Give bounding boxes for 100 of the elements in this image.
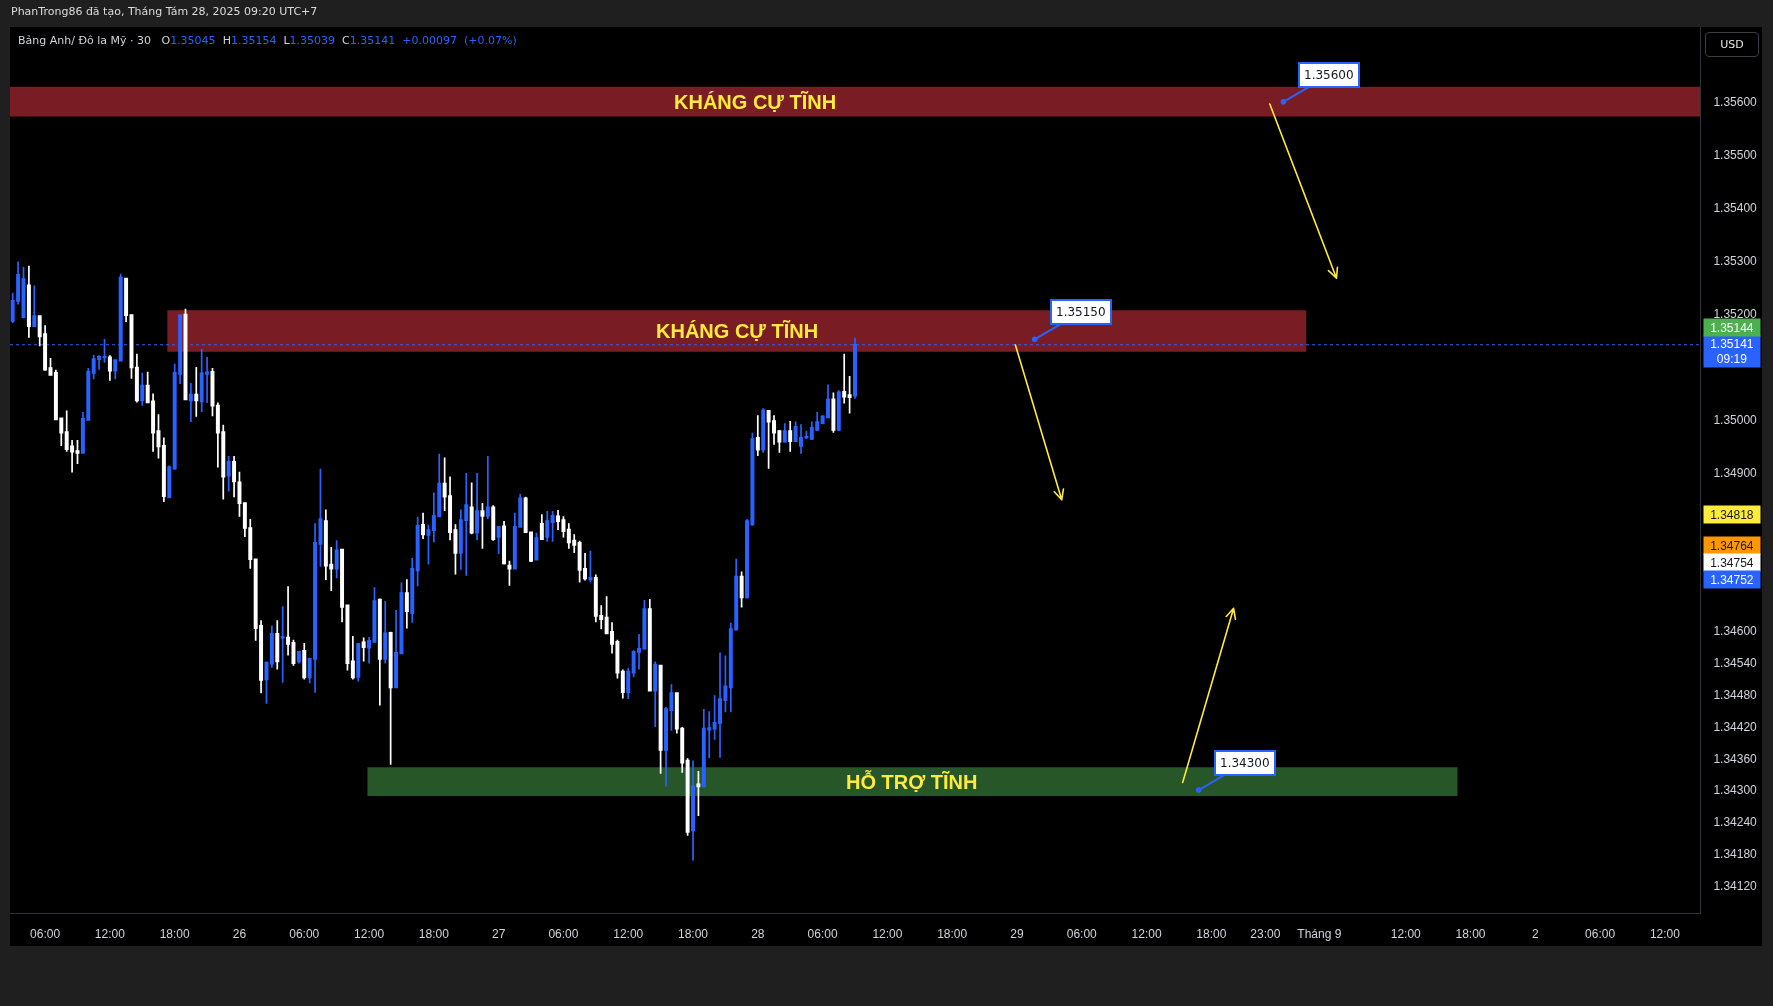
candlestick [496, 525, 501, 555]
x-tick-label: 18:00 [418, 927, 450, 942]
candlestick [550, 510, 555, 543]
candlestick [226, 455, 231, 493]
candlestick [480, 502, 485, 550]
x-tick-label: 12:00 [94, 927, 126, 942]
text: PhanTrong86 đã tạo, Tháng Tám 28, 2025 09:20 UTC+7 [11, 5, 318, 18]
x-tick-label: 06:00 [548, 927, 579, 942]
x-tick-label: 18:00 [937, 927, 968, 942]
x-tick-label: 06:00 [30, 927, 61, 942]
candlestick [647, 598, 652, 692]
x-tick-label: 12:00 [354, 927, 385, 942]
y-tick-label: 1.35400 [1713, 200, 1758, 215]
text: O1.35045 H1.35154 L1.35039 C1.35141 +0.00097 (+0.07%) [161, 34, 517, 47]
candlestick [232, 455, 237, 499]
x-tick-label: 18:00 [159, 927, 191, 942]
candlestick [350, 635, 355, 681]
candlestick [124, 277, 129, 323]
x-tick-label: 12:00 [1131, 927, 1162, 942]
candlestick [469, 481, 474, 536]
candlestick [653, 660, 658, 728]
candlestick [388, 630, 393, 766]
annotation: 1.34300 [1220, 756, 1270, 770]
candlestick [302, 642, 307, 681]
y-tick-label: 1.35000 [1713, 412, 1758, 427]
candlestick [134, 352, 139, 404]
y-tick-label: 1.34900 [1713, 465, 1758, 480]
candlestick [404, 578, 409, 630]
y-tick-label: 1.34300 [1713, 783, 1758, 798]
x-tick-label: 18:00 [1196, 927, 1227, 942]
candlestick [739, 570, 744, 609]
candlestick [410, 556, 415, 624]
candlestick [788, 420, 793, 453]
candlestick [842, 352, 847, 405]
text: Bảng Anh/ Đô la Mỹ · 30 [18, 34, 151, 47]
candlestick [696, 770, 701, 817]
candlestick [658, 664, 663, 775]
y-tick-label: 1.34360 [1713, 751, 1758, 766]
candlestick [383, 600, 388, 665]
candlestick [167, 464, 172, 500]
text: 1.34764 [1710, 538, 1754, 553]
candlestick [334, 539, 339, 580]
candlestick [194, 366, 199, 418]
text: 1.34752 [1710, 572, 1754, 587]
candlestick [782, 422, 787, 444]
candlestick [755, 414, 760, 457]
x-tick-label: 12:00 [1390, 927, 1422, 942]
candlestick [491, 504, 496, 542]
candlestick [475, 472, 480, 542]
band-label: HỖ TRỢ TĨNH [846, 770, 978, 793]
candlestick [426, 523, 431, 566]
candlestick [831, 391, 836, 434]
y-tick-label: 1.34480 [1713, 688, 1758, 703]
x-tick-label: 06:00 [807, 927, 838, 942]
candlestick [237, 471, 242, 518]
candlestick [539, 513, 544, 540]
x-tick-label: 06:00 [289, 927, 320, 942]
ref-line-label: 1.35141 09:19 [1710, 336, 1754, 367]
candlestick [534, 531, 539, 561]
annotation: 1.35150 [1056, 305, 1106, 319]
candlestick [26, 264, 31, 339]
candlestick [210, 367, 215, 418]
candlestick [545, 510, 550, 543]
text: 1.34818 [1710, 507, 1754, 522]
x-tick-label: 26 [232, 927, 247, 942]
x-tick-label: Tháng 9 [1297, 927, 1342, 942]
candlestick [264, 660, 269, 705]
candlestick [685, 757, 690, 837]
y-tick-label: 1.35500 [1713, 147, 1758, 162]
y-tick-label: 1.35300 [1713, 253, 1758, 268]
candlestick [847, 375, 852, 415]
candlestick [356, 643, 361, 683]
band-label: KHÁNG CỰ TĨNH [656, 320, 819, 342]
candlestick [275, 619, 280, 671]
candlestick [32, 284, 37, 328]
x-tick-label: 12:00 [872, 927, 903, 942]
currency-button: USD [1705, 32, 1759, 57]
candlestick [502, 520, 507, 566]
y-tick-label: 1.35200 [1713, 306, 1758, 321]
candlestick [75, 439, 80, 465]
candlestick [761, 407, 766, 454]
x-tick-label: 2 [1531, 927, 1539, 942]
candlestick [836, 389, 841, 432]
annotation: 1.35600 [1304, 68, 1354, 82]
candlestick [113, 359, 118, 381]
y-tick-label: 1.34240 [1713, 815, 1758, 830]
text: 1.35144 [1710, 320, 1754, 335]
candlestick [161, 436, 166, 503]
x-tick-label: 18:00 [1455, 927, 1486, 942]
y-tick-label: 1.34540 [1713, 656, 1758, 671]
x-tick-label: 06:00 [1585, 927, 1616, 942]
y-tick-label: 1.35600 [1713, 94, 1758, 109]
x-tick-label: 29 [1010, 927, 1024, 942]
candlestick [377, 597, 382, 707]
candlestick [588, 549, 593, 584]
y-tick-label: 1.34420 [1713, 719, 1758, 734]
y-tick-label: 1.34120 [1713, 878, 1758, 893]
candlestick [280, 605, 285, 684]
candlestick [421, 511, 426, 540]
candlestick [620, 668, 625, 700]
